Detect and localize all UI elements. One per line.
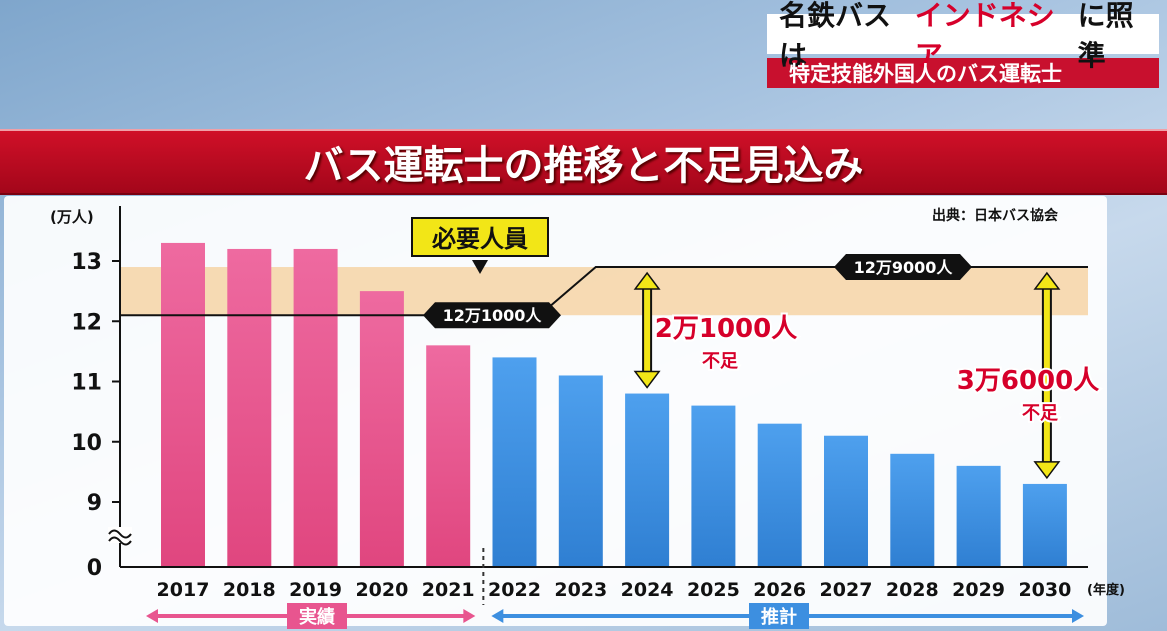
- bar-2030: [1022, 483, 1067, 567]
- y-tick-label: 9: [87, 491, 102, 516]
- bar-2023: [558, 375, 603, 567]
- bar-2018: [227, 248, 272, 567]
- required-title-bg: [411, 217, 549, 257]
- required-label-2023-bg: [834, 254, 972, 281]
- x-tick-label: 2022: [488, 579, 541, 601]
- bar-2027: [824, 435, 868, 567]
- x-tick-label: 2028: [886, 579, 939, 601]
- group-range-arrow-left: [491, 609, 504, 623]
- bar-2026: [757, 423, 802, 567]
- news-subheadline: 特定技能外国人のバス運転士: [767, 58, 1159, 88]
- source-label: 出典：日本バス協会: [932, 207, 1059, 224]
- bar-2019: [293, 248, 338, 567]
- x-tick-label: 2030: [1018, 579, 1071, 601]
- x-tick-label: 2018: [223, 579, 276, 601]
- bar-2021: [426, 345, 471, 567]
- news-caption: 名鉄バスは インドネシア に照準 特定技能外国人のバス運転士: [767, 0, 1159, 88]
- bar-2029: [956, 465, 1001, 567]
- x-tick-label: 2020: [355, 579, 408, 601]
- shortage-arrow-head-bottom-2030: [1033, 461, 1061, 480]
- group-label-bg: [287, 603, 347, 629]
- headline-part-1: 名鉄バスは: [779, 0, 892, 72]
- x-axis-unit: (年度): [1087, 582, 1125, 598]
- shortage-arrow-head-top-2024: [633, 271, 661, 290]
- bar-2017: [161, 242, 205, 568]
- y-axis-unit: (万人): [50, 208, 94, 226]
- shortage-amount-2024: 2万1000人: [655, 314, 797, 344]
- y-tick-label: 10: [71, 431, 102, 456]
- group-range-arrow-left: [146, 609, 158, 623]
- group-range-arrow-right: [1072, 609, 1084, 623]
- bar-2022: [492, 357, 537, 567]
- bar-2025: [691, 405, 736, 567]
- headline-part-3: に照準: [1077, 0, 1134, 72]
- news-headline: 名鉄バスは インドネシア に照準: [767, 0, 1159, 72]
- x-tick-label: 2027: [820, 579, 873, 601]
- group-label-bg: [749, 603, 809, 629]
- y-tick-label: 11: [71, 371, 102, 396]
- group-label: 実績: [299, 606, 335, 628]
- required-title: 必要人員: [432, 225, 528, 253]
- shortage-note-2030: 不足: [1022, 403, 1058, 424]
- x-tick-label: 2024: [621, 579, 674, 601]
- bar-2020: [359, 291, 404, 567]
- x-tick-label: 2019: [289, 579, 342, 601]
- headline-highlight: インドネシア: [914, 0, 1055, 72]
- axis-break-icon: [108, 529, 132, 546]
- x-tick-label: 2025: [687, 579, 740, 601]
- shortage-note-2024: 不足: [702, 351, 738, 372]
- shortage-amount-2030: 3万6000人: [957, 366, 1099, 396]
- chart-banner-title: バス運転士の推移と不足見込み: [0, 129, 1167, 195]
- shortage-arrow-head-top-2030: [1033, 271, 1061, 290]
- shortage-arrow-head-bottom-2024: [633, 370, 661, 389]
- x-tick-label: 2023: [554, 579, 607, 601]
- group-range-arrow-right: [463, 609, 476, 623]
- required-label-2017: 12万1000人: [443, 306, 543, 325]
- y-tick-label: 12: [71, 310, 102, 335]
- group-label: 推計: [761, 606, 797, 628]
- x-tick-label: 2029: [952, 579, 1005, 601]
- required-label-2023: 12万9000人: [854, 258, 954, 277]
- x-tick-label: 2017: [157, 579, 210, 601]
- y-tick-label: 13: [71, 250, 102, 275]
- x-tick-label: 2021: [422, 579, 475, 601]
- required-label-2017-bg: [423, 302, 561, 329]
- required-title-pointer: [472, 260, 488, 274]
- bar-2028: [890, 453, 935, 567]
- x-tick-label: 2026: [753, 579, 806, 601]
- bar-2024: [625, 393, 670, 567]
- y-tick-label: 0: [87, 556, 102, 581]
